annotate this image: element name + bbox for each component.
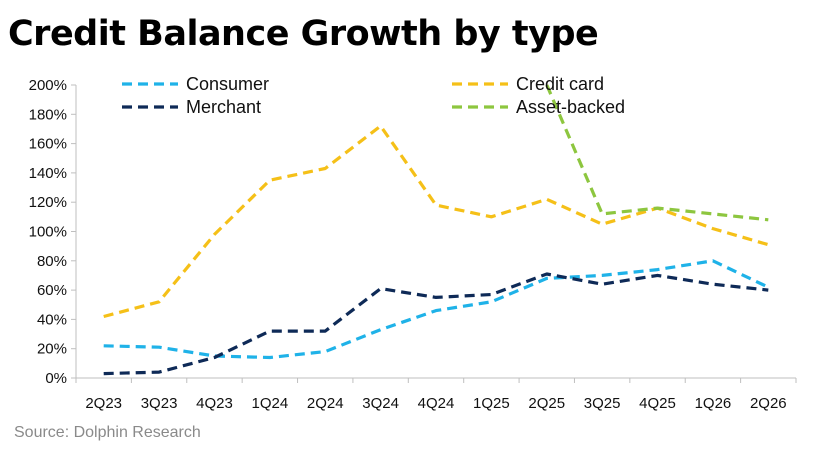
x-tick-label: 1Q24 [251,395,288,412]
legend-label-credit-card: Credit card [516,74,604,94]
x-tick-label: 2Q23 [85,395,122,412]
y-tick-label: 140% [29,165,67,182]
y-tick-label: 180% [29,106,67,123]
y-tick-label: 20% [37,341,67,358]
x-tick-label: 4Q23 [196,395,233,412]
chart-series-lines [103,84,769,376]
series-line-merchant [103,272,769,376]
x-tick-label: 4Q24 [418,395,455,412]
x-tick-label: 2Q24 [307,395,344,412]
legend-label-merchant: Merchant [186,97,261,117]
y-tick-label: 40% [37,311,67,328]
x-tick-label: 2Q26 [750,395,787,412]
legend-label-consumer: Consumer [186,74,269,94]
y-tick-label: 60% [37,282,67,299]
series-line-credit-card [103,124,769,319]
x-tick-label: 3Q23 [141,395,178,412]
y-tick-label: 80% [37,253,67,270]
y-tick-label: 100% [29,224,67,241]
x-tick-label: 1Q25 [473,395,510,412]
chart-axes: 0% 20% 40% 60% 80% 100% 120% 140% 160% 180% 200% 2Q… [29,77,797,412]
x-tick-label: 2Q25 [528,395,565,412]
y-tick-label: 200% [29,77,67,94]
series-line-consumer [103,259,769,360]
x-tick-label: 1Q26 [695,395,732,412]
series-line-asset-backed [545,84,769,222]
chart-legend: Consumer Merchant Credit card Asset-backed [122,74,625,117]
y-tick-label: 160% [29,136,67,153]
x-tick-label: 3Q24 [362,395,399,412]
chart-title: Credit Balance Growth by type [8,14,599,54]
source-note: Source: Dolphin Research [14,424,201,441]
y-tick-label: 0% [45,370,67,387]
x-tick-label: 3Q25 [584,395,621,412]
y-tick-label: 120% [29,194,67,211]
x-tick-label: 4Q25 [639,395,676,412]
legend-label-asset-backed: Asset-backed [516,97,625,117]
